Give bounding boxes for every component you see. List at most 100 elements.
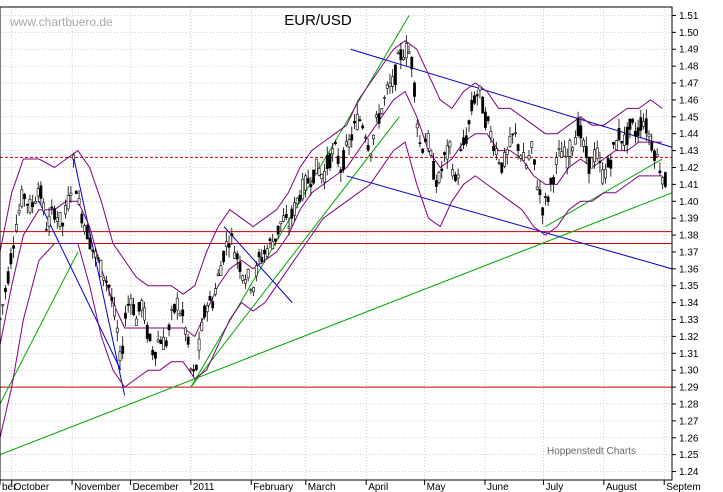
candle-body [115, 327, 119, 333]
candle-body [650, 142, 654, 151]
candle-body [631, 118, 635, 123]
candle-body [6, 271, 10, 284]
candle-body [522, 152, 525, 161]
candle-body [124, 312, 127, 319]
candle-body [323, 170, 326, 183]
y-axis-ticks: 1.51 1.50 1.49 1.48 1.47 1.46 1.45 1.44 1.43 1.42… [672, 11, 699, 478]
y-tick-label: 1.41 [679, 180, 699, 191]
candle-body [129, 298, 133, 306]
candle-body [647, 133, 651, 138]
candle-body [238, 262, 242, 272]
candle-body [77, 198, 81, 205]
candle-body [385, 84, 389, 89]
candle-body [233, 252, 236, 259]
candle-body [154, 351, 157, 359]
candle-body [601, 169, 605, 184]
candle-body [595, 147, 599, 159]
candle-body [443, 152, 446, 155]
candle-body [200, 321, 204, 331]
candle-body [304, 175, 307, 191]
candle-body [609, 159, 613, 169]
candle-body [644, 118, 648, 134]
candle-body [290, 208, 294, 219]
candle-body [464, 135, 468, 144]
candle-body [80, 213, 84, 224]
candle-body [110, 296, 114, 301]
candle-body [252, 287, 256, 293]
candle-body [178, 313, 182, 316]
candle-body [456, 174, 460, 179]
candle-body [156, 339, 160, 343]
candle-body [568, 140, 572, 157]
candle-body [265, 248, 269, 257]
trend-line [38, 201, 122, 371]
trend-line [73, 158, 126, 396]
candle-body [301, 178, 305, 200]
candle-body [573, 137, 577, 145]
trend-line [223, 226, 293, 303]
candle-body [94, 251, 97, 258]
candle-body [492, 145, 495, 152]
candle-body [372, 134, 375, 140]
candle-body [432, 160, 435, 180]
candle-body [88, 237, 92, 250]
candle-body [69, 192, 73, 197]
candle-body [55, 217, 59, 222]
candle-body [189, 368, 193, 371]
candle-body [121, 345, 125, 354]
y-tick-label: 1.33 [679, 315, 699, 326]
candle-body [203, 305, 206, 318]
candle-body [263, 249, 266, 255]
candle-body [0, 317, 2, 321]
candle-body [380, 108, 384, 114]
candle-body [194, 364, 198, 371]
candle-body [366, 145, 370, 151]
candle-body [500, 162, 504, 173]
candle-body [181, 309, 185, 317]
candle-body [36, 188, 40, 197]
candle-body [25, 203, 29, 206]
candle-body [353, 120, 356, 124]
candle-body [66, 195, 70, 210]
candle-body [118, 351, 122, 362]
candle-body [448, 141, 452, 148]
y-tick-label: 1.49 [679, 45, 699, 56]
y-tick-label: 1.39 [679, 214, 699, 225]
candle-body [214, 288, 217, 295]
candle-body [620, 140, 624, 144]
candle-body [244, 279, 247, 284]
candle-body [642, 121, 645, 127]
candle-body [576, 118, 580, 136]
x-tick-label: ber [2, 482, 17, 492]
candle-body [246, 269, 250, 279]
candle-body [328, 153, 332, 169]
candle-body [271, 241, 275, 250]
y-tick-label: 1.48 [679, 62, 699, 73]
candle-body [140, 300, 144, 311]
candle-body [483, 111, 487, 128]
candle-body [473, 95, 476, 104]
candle-body [563, 146, 566, 157]
candle-body [9, 253, 13, 265]
candle-body [309, 184, 313, 188]
trend-line [190, 116, 400, 388]
candle-body [421, 148, 425, 153]
y-tick-label: 1.29 [679, 383, 699, 394]
candle-body [74, 190, 78, 195]
candle-body [541, 207, 545, 216]
x-tick-label: July [545, 482, 563, 492]
y-tick-label: 1.31 [679, 349, 699, 360]
candle-body [505, 149, 509, 155]
candle-body [17, 210, 21, 214]
candle-body [312, 169, 316, 184]
source-credit: Hoppenstedt Charts [547, 446, 636, 457]
candle-body [107, 284, 111, 288]
candle-body [134, 318, 138, 326]
candle-body [530, 141, 534, 148]
candle-body [612, 142, 615, 145]
candle-body [173, 304, 176, 313]
candle-body [639, 117, 643, 131]
candle-body [633, 130, 637, 137]
y-tick-label: 1.26 [679, 433, 699, 444]
candle-body [579, 125, 583, 139]
